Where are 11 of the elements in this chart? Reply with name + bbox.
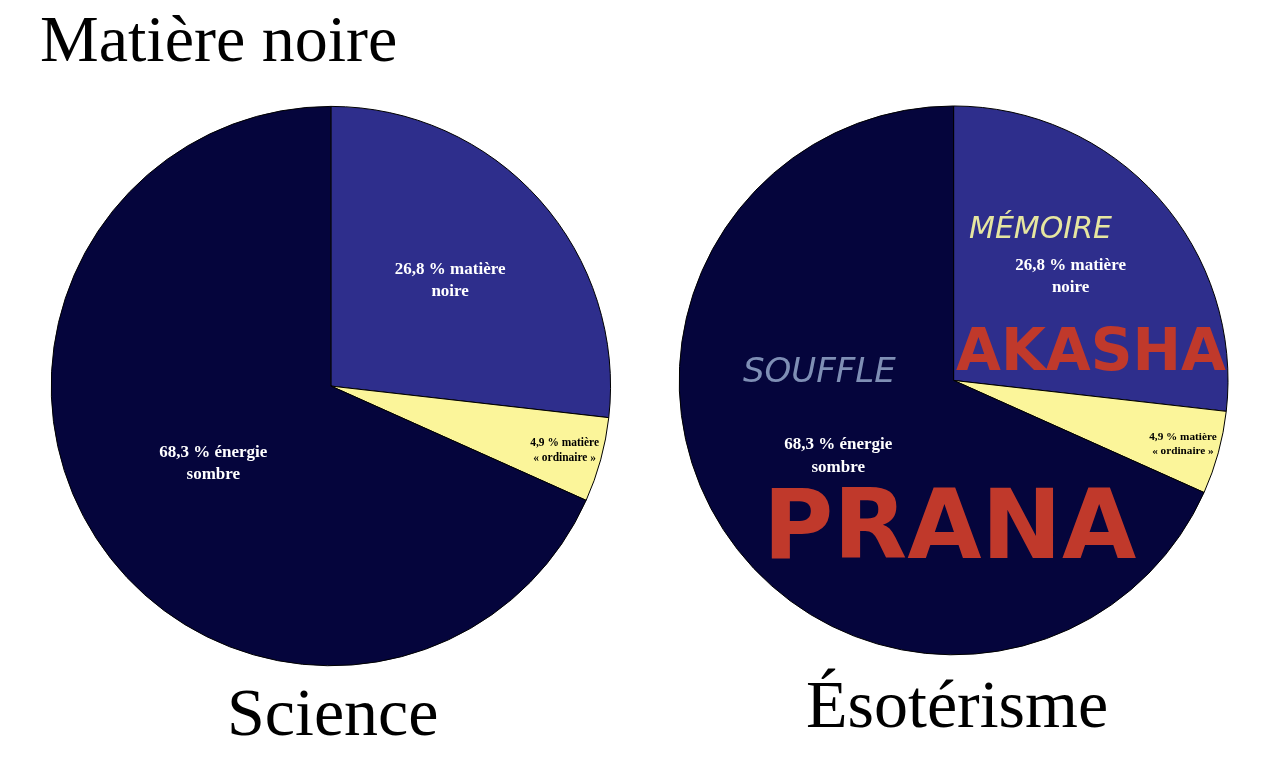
text: Science — [227, 674, 439, 750]
slice-label: 26,8 % matière noire — [394, 258, 506, 300]
text: Ésotérisme — [806, 666, 1109, 742]
slice-label: 4,9 % matière « ordinaire » — [1149, 429, 1217, 457]
text: SOUFFLE — [743, 350, 897, 390]
slice-label: 26,8 % matière noire — [1015, 255, 1127, 297]
text: MÉMOIRE — [969, 210, 1113, 245]
slice-label: 68,3 % énergie sombre — [159, 441, 268, 483]
slice-label: 4,9 % matière « ordinaire » — [530, 436, 599, 464]
text: AKASHA — [956, 316, 1227, 384]
chart-title: Matière noire — [40, 2, 398, 75]
